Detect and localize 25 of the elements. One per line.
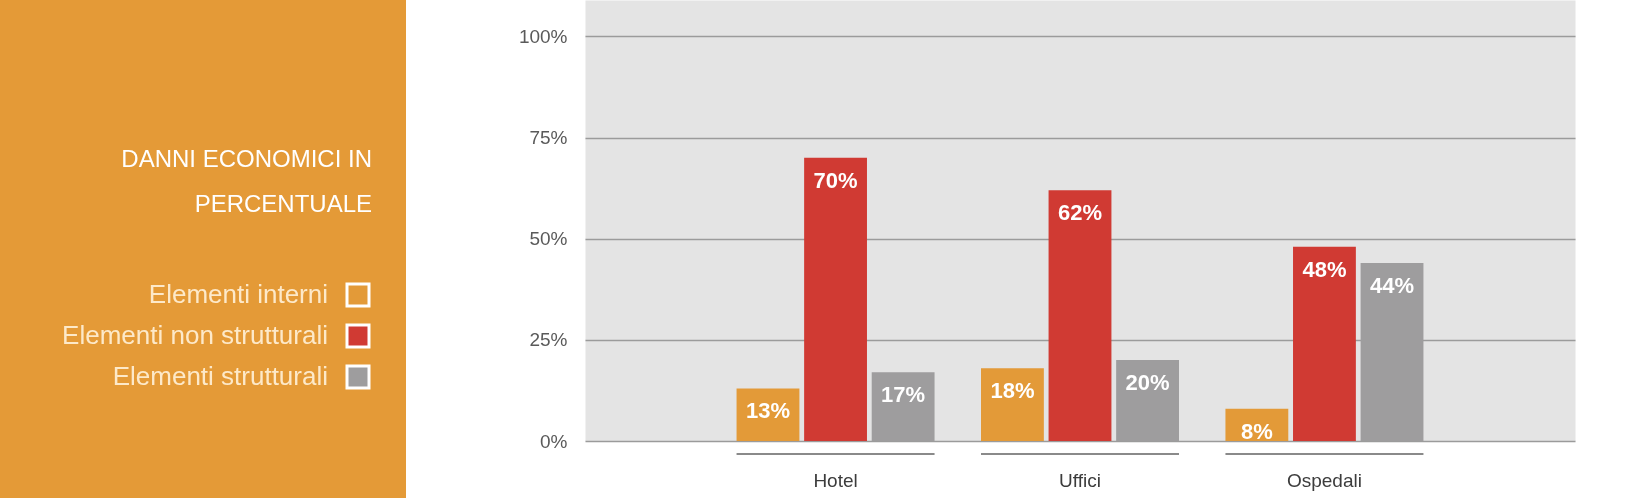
data-label: 18%: [990, 378, 1035, 404]
data-label: 13%: [745, 398, 790, 424]
x-tick-label: Uffici: [1059, 469, 1101, 491]
data-label: 62%: [1057, 200, 1103, 226]
y-tick-label: 0%: [540, 430, 568, 452]
bar: [804, 157, 867, 441]
y-tick-label: 100%: [518, 25, 568, 47]
data-label: 17%: [881, 382, 926, 408]
bar: [981, 368, 1044, 441]
x-tick-label: Hotel: [813, 469, 858, 491]
x-tick-label: Ospedali: [1286, 469, 1362, 491]
legend-label: Elementi interni: [148, 279, 328, 309]
data-label: 8%: [1240, 418, 1273, 444]
y-tick-label: 50%: [529, 228, 568, 250]
legend-label: Elementi strutturali: [112, 361, 328, 391]
bar: [1293, 246, 1356, 441]
data-label: 44%: [1370, 272, 1415, 298]
text: DANNI ECONOMICI IN PERCENTUALE: [121, 145, 372, 217]
y-tick-label: 25%: [529, 329, 568, 351]
data-label: 70%: [813, 167, 858, 193]
data-label: 20%: [1125, 370, 1170, 396]
legend-label: Elementi non strutturali: [62, 320, 328, 350]
y-tick-label: 75%: [529, 127, 568, 149]
data-label: 48%: [1302, 256, 1347, 282]
bar: [1048, 190, 1112, 441]
